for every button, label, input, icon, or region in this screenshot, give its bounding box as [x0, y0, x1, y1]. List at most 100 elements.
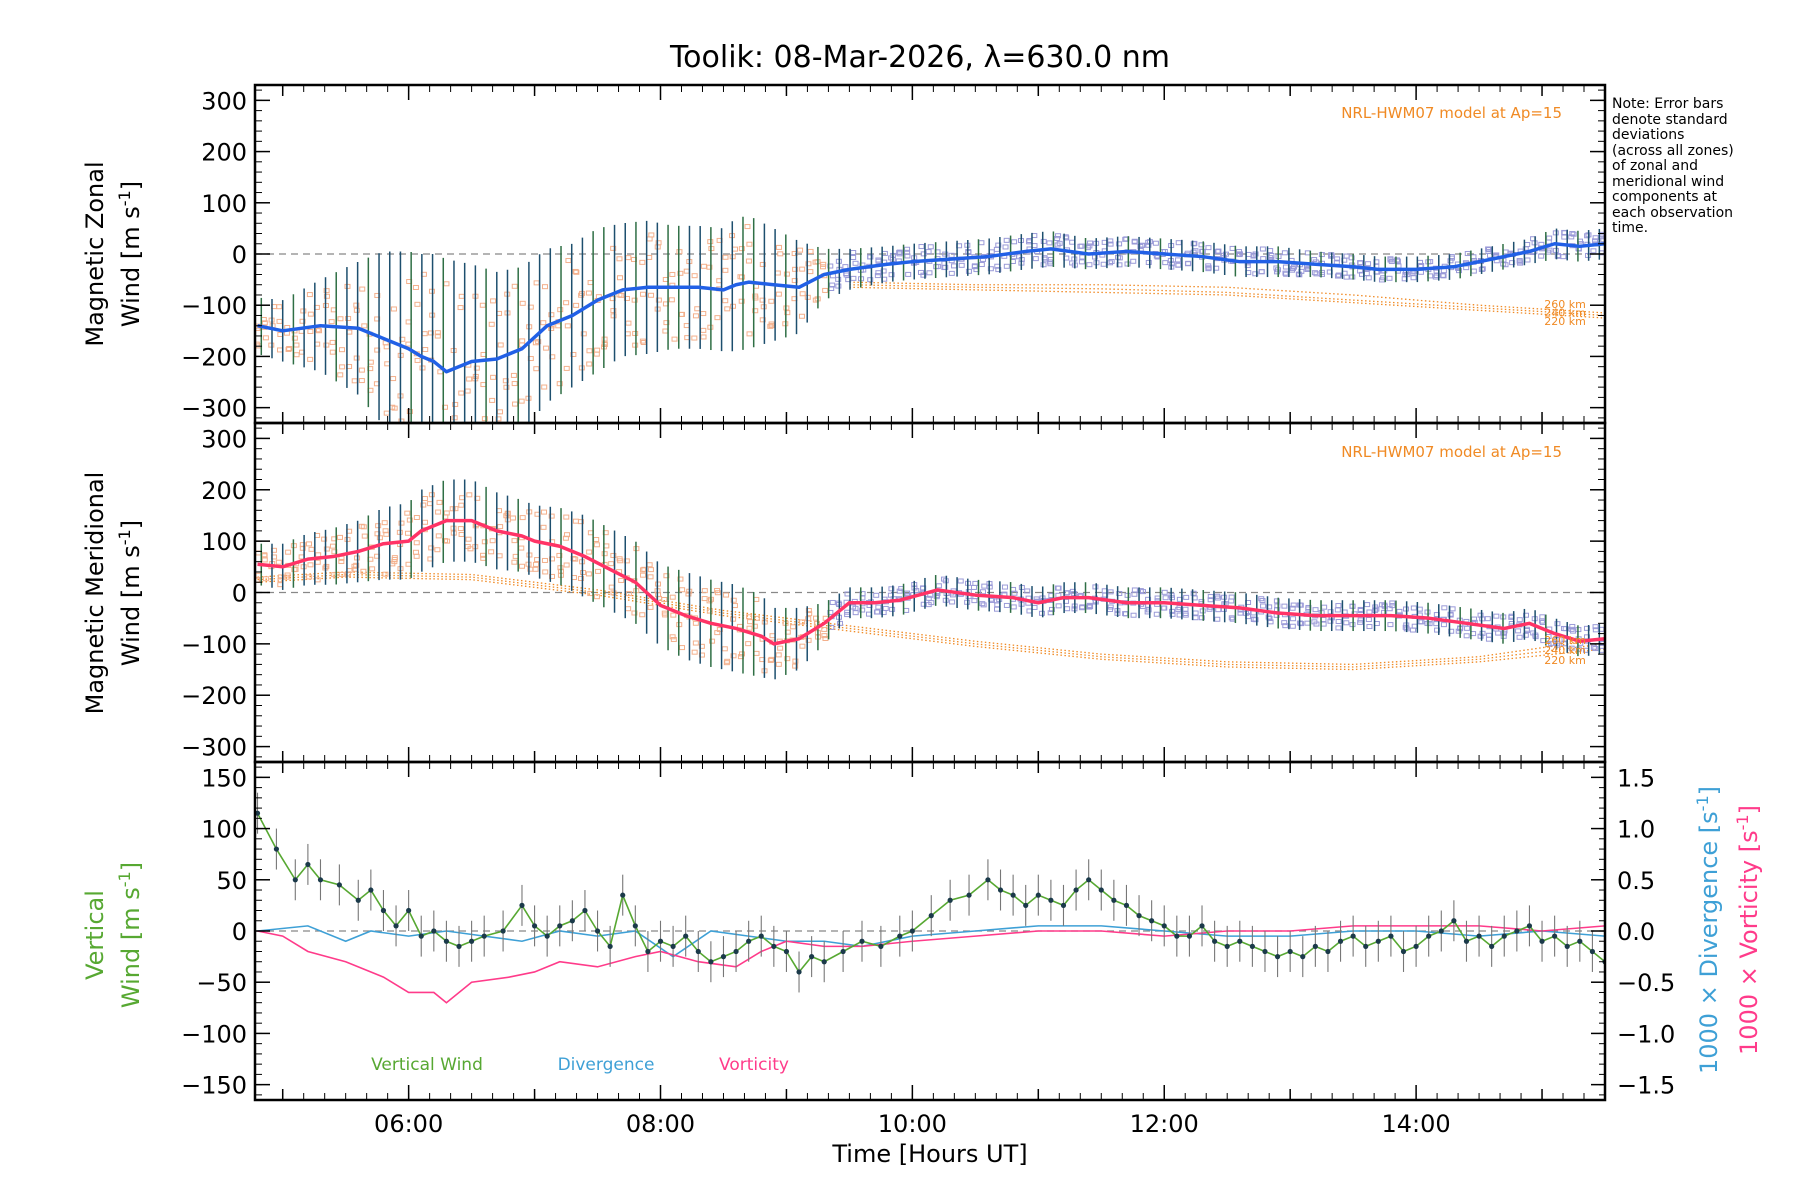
x-tick-label: 12:00: [1130, 1110, 1199, 1138]
zone-point: [850, 255, 857, 261]
zone-point: [995, 267, 1002, 273]
zone-point: [422, 519, 429, 525]
zone-point: [774, 270, 781, 276]
vertical-wind-point: [997, 887, 1004, 893]
zone-point: [1523, 612, 1530, 618]
zone-point: [1077, 243, 1084, 249]
vertical-wind-point: [1426, 933, 1432, 939]
note-line: of zonal and: [1612, 158, 1698, 174]
zone-point: [1349, 274, 1356, 280]
zonal-axes: 300 200 100 0 −100 −200 −300: [181, 85, 1606, 423]
zone-point: [875, 258, 882, 264]
zonal-wind-line: [257, 242, 1605, 374]
zone-point: [669, 271, 676, 277]
zone-point: [344, 571, 351, 577]
zone-point: [692, 620, 699, 626]
vertical-wind-point: [1186, 933, 1193, 939]
zone-point: [663, 320, 670, 326]
zone-point: [1304, 620, 1311, 626]
zone-point: [1561, 234, 1568, 240]
zonal-ylabel-line2: Wind [m s-1]: [115, 181, 145, 327]
zone-point: [564, 532, 571, 538]
vertical-ylabel: Vertical Wind [m s-1]: [81, 862, 145, 1008]
y-tick-label: 200: [201, 477, 247, 505]
zone-point: [512, 553, 519, 559]
zone-point: [351, 378, 358, 384]
model-altitude-label: 260 km: [1544, 298, 1586, 311]
zone-point: [1175, 262, 1182, 268]
zone-point: [1169, 608, 1176, 614]
zone-point: [698, 643, 705, 649]
zone-point: [631, 297, 638, 303]
zone-point: [1343, 274, 1350, 280]
zone-point: [1418, 619, 1425, 625]
zone-point: [1282, 270, 1289, 276]
zone-point: [820, 261, 827, 267]
zone-point: [1524, 242, 1531, 248]
zone-point: [1079, 254, 1086, 260]
zone-point: [329, 543, 336, 549]
zone-point: [489, 538, 496, 544]
zone-point: [422, 347, 429, 353]
zone-point: [573, 302, 580, 308]
zone-point: [1290, 264, 1297, 270]
zone-point: [1523, 627, 1530, 633]
zone-point: [383, 344, 390, 350]
zone-point: [466, 376, 473, 382]
model-altitude-label: 260 km: [1544, 634, 1586, 647]
vertical-marks: [255, 792, 1605, 1004]
divergence-y2label: 1000 × Divergence [s-1]: [1693, 786, 1723, 1074]
zone-point: [1139, 589, 1146, 595]
zone-point: [1448, 628, 1455, 634]
zone-point: [661, 596, 668, 602]
vertical-wind-point: [1375, 938, 1381, 944]
zone-point: [1495, 630, 1502, 636]
y-tick-label: −200: [181, 343, 247, 371]
zone-point: [458, 293, 465, 299]
zone-point: [1092, 584, 1099, 590]
zone-point: [842, 264, 849, 270]
vertical-wind-point: [1010, 892, 1016, 898]
model-curve-260km: [257, 571, 1605, 666]
vertical-wind-point: [720, 954, 727, 960]
zone-point: [797, 247, 804, 253]
zone-point: [1107, 238, 1114, 244]
zone-point: [691, 335, 698, 341]
zone-point: [1003, 263, 1010, 269]
zone-point: [724, 306, 731, 312]
x-tick-label: 06:00: [374, 1110, 443, 1138]
zone-point: [874, 609, 881, 615]
zone-point: [859, 595, 866, 601]
zone-point: [285, 346, 292, 352]
zone-point: [951, 263, 958, 269]
zone-point: [723, 660, 730, 666]
zone-point: [668, 297, 675, 303]
zone-point: [1365, 275, 1372, 281]
vertical-wind-point: [1489, 943, 1495, 949]
zone-point: [784, 656, 791, 662]
zone-point: [1183, 594, 1190, 600]
zone-point: [510, 372, 517, 378]
zone-point: [458, 502, 465, 508]
zone-point: [1592, 624, 1599, 630]
zone-point: [1590, 644, 1597, 650]
zone-point: [488, 321, 495, 327]
zone-point: [1327, 618, 1334, 624]
zone-point: [1311, 270, 1318, 276]
zone-point: [805, 608, 812, 614]
zone-point: [1389, 600, 1396, 606]
zone-point: [291, 335, 298, 341]
zone-point: [1470, 268, 1477, 274]
zone-point: [994, 606, 1001, 612]
vertical-wind-point: [418, 933, 424, 939]
zone-point: [496, 409, 503, 415]
vertical-wind-point: [1086, 877, 1092, 883]
zone-point: [1040, 262, 1047, 268]
zone-point: [1600, 640, 1605, 646]
zone-point: [1516, 617, 1523, 623]
y-tick-label: −300: [181, 734, 247, 762]
zone-point: [337, 372, 344, 378]
y-tick-label: −100: [181, 292, 247, 320]
zone-point: [669, 634, 676, 640]
zone-point: [1002, 244, 1009, 250]
